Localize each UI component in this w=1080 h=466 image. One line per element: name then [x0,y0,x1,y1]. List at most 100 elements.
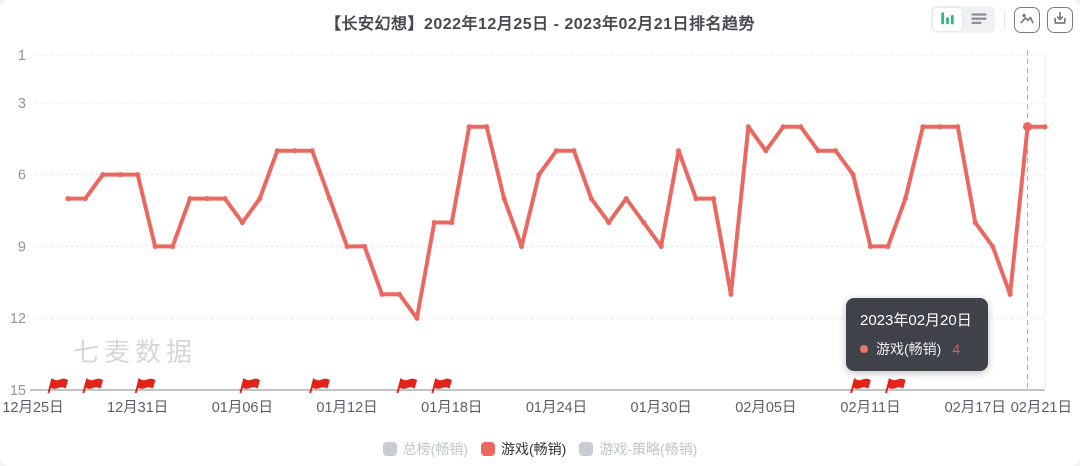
data-point[interactable] [309,148,315,154]
data-point[interactable] [1042,124,1048,130]
chart-view-button[interactable] [933,8,962,31]
y-axis-label: 6 [18,168,26,184]
x-axis-label: 02月05日 [735,400,796,416]
data-point[interactable] [518,243,525,250]
data-point[interactable] [501,195,507,202]
data-point[interactable] [327,195,333,202]
data-point[interactable] [274,148,280,154]
data-point[interactable] [117,172,123,178]
data-point[interactable] [135,172,141,178]
data-point[interactable] [641,219,647,226]
data-point[interactable] [798,124,804,130]
data-point[interactable] [222,195,228,202]
bar-chart-icon [940,11,955,29]
data-point[interactable] [623,195,629,202]
legend-item-0[interactable]: 总榜(畅销) [382,439,468,459]
legend-swatch-icon [579,442,594,456]
data-point[interactable] [588,195,594,202]
data-point[interactable] [379,291,385,297]
legend-item-label: 游戏-策略(畅销) [599,441,698,457]
x-axis-label: 01月30日 [631,400,692,416]
data-point[interactable] [990,243,996,250]
data-point[interactable] [292,148,298,154]
data-point[interactable] [344,243,350,250]
data-point[interactable] [414,315,420,321]
data-point[interactable] [449,219,455,226]
flag-icon [47,378,69,394]
list-view-button[interactable] [964,8,993,31]
highlight-point[interactable] [1022,122,1033,132]
data-point[interactable] [745,124,751,130]
data-point[interactable] [169,243,176,250]
data-point[interactable] [728,291,734,297]
data-point[interactable] [675,148,682,154]
data-point[interactable] [972,219,978,226]
data-point[interactable] [257,195,263,202]
data-point[interactable] [815,148,821,154]
legend-item-2[interactable]: 游戏-策略(畅销) [579,439,697,459]
x-axis-label: 01月06日 [212,400,273,416]
flag-icon [885,378,906,394]
data-point[interactable] [82,195,88,202]
y-axis-label: 12 [10,311,26,327]
legend-bar: 总榜(畅销) 游戏(畅销) 游戏-策略(畅销) [0,439,1080,459]
data-point[interactable] [885,243,891,250]
data-point[interactable] [100,172,106,178]
legend-item-1[interactable]: 游戏(畅销) [481,439,566,459]
flag-icon [850,378,871,394]
data-point[interactable] [396,291,403,297]
data-point[interactable] [553,148,560,154]
data-point[interactable] [484,124,490,130]
watermark: 七麦数据 [73,337,198,367]
data-point[interactable] [955,124,961,130]
data-point[interactable] [152,243,158,250]
data-point[interactable] [658,243,664,250]
tooltip-series-row: 游戏(畅销) 4 [860,339,972,359]
data-point[interactable] [920,124,926,130]
data-point[interactable] [466,124,472,130]
x-axis-label: 01月18日 [421,400,482,416]
data-point[interactable] [361,243,368,250]
toolbar-divider [1004,9,1005,30]
data-point[interactable] [902,195,909,202]
data-point[interactable] [867,243,874,250]
data-point[interactable] [239,219,245,226]
flag-icon [431,378,453,394]
download-button[interactable] [1047,6,1073,33]
x-axis-label: 01月24日 [526,400,587,416]
data-point[interactable] [833,148,839,154]
data-point[interactable] [571,148,577,154]
x-axis-label: 12月31日 [107,400,168,416]
view-toggle [931,6,995,33]
x-axis-label: 12月25日 [2,400,63,416]
tooltip-date: 2023年02月20日 [860,312,972,329]
x-axis-label: 02月11日 [840,400,900,416]
download-icon [1052,10,1068,29]
flag-icon [396,378,418,394]
data-point[interactable] [693,195,699,202]
image-icon [1019,10,1035,29]
export-image-button[interactable] [1014,6,1040,33]
legend-item-label: 总榜(畅销) [402,441,468,457]
flag-icon [82,378,104,394]
data-point[interactable] [204,195,211,202]
x-axis-label: 02月17日 [945,400,1006,416]
data-point[interactable] [187,195,193,202]
data-point[interactable] [1007,291,1013,297]
data-point[interactable] [65,195,71,202]
data-point[interactable] [710,195,717,202]
data-point[interactable] [850,172,856,178]
legend-swatch-icon [382,442,397,456]
data-point[interactable] [536,172,542,178]
legend-swatch-icon [481,442,495,456]
data-point[interactable] [763,148,769,154]
data-point[interactable] [780,124,786,130]
flag-icon [134,378,156,394]
list-icon [970,11,987,29]
data-point[interactable] [937,124,943,130]
data-point[interactable] [606,219,612,226]
data-point[interactable] [431,219,437,226]
flag-icon [309,378,330,394]
